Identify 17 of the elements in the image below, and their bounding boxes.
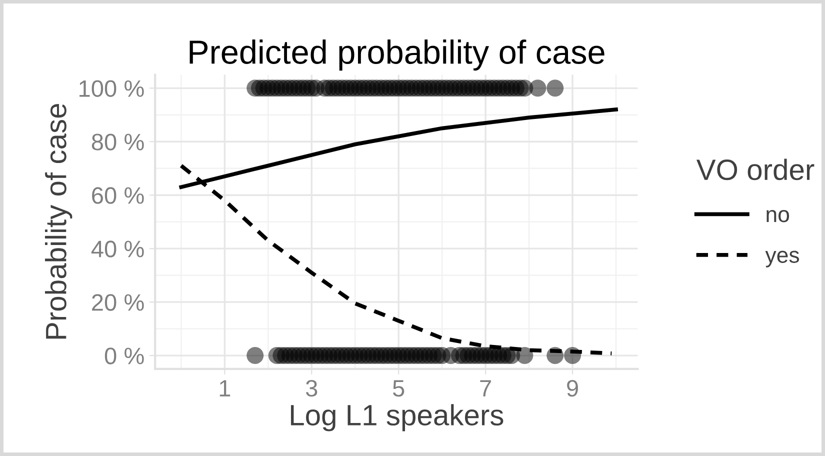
x-tick-label: 3 — [306, 380, 318, 397]
y-axis-title: Probability of case — [44, 104, 72, 339]
legend-label: no — [766, 210, 790, 222]
y-tick-label: 0 % — [104, 348, 144, 364]
y-tick-label: 40 % — [91, 240, 144, 258]
x-tick-label: 1 — [220, 380, 230, 396]
y-tick-label: 100 % — [80, 80, 144, 97]
legend-title: VO order — [696, 158, 814, 180]
x-tick-label: 5 — [392, 380, 404, 397]
chart-title: Predicted probability of case — [190, 40, 604, 71]
legend-label: yes — [765, 250, 800, 268]
y-tick-label: 60 % — [92, 187, 144, 204]
x-axis-title: Log L1 speakers — [290, 404, 504, 432]
y-tick-label: 80 % — [92, 134, 144, 150]
x-tick-label: 9 — [567, 380, 578, 397]
x-tick-label: 7 — [480, 380, 491, 396]
y-tick-label: 20 % — [92, 294, 144, 311]
